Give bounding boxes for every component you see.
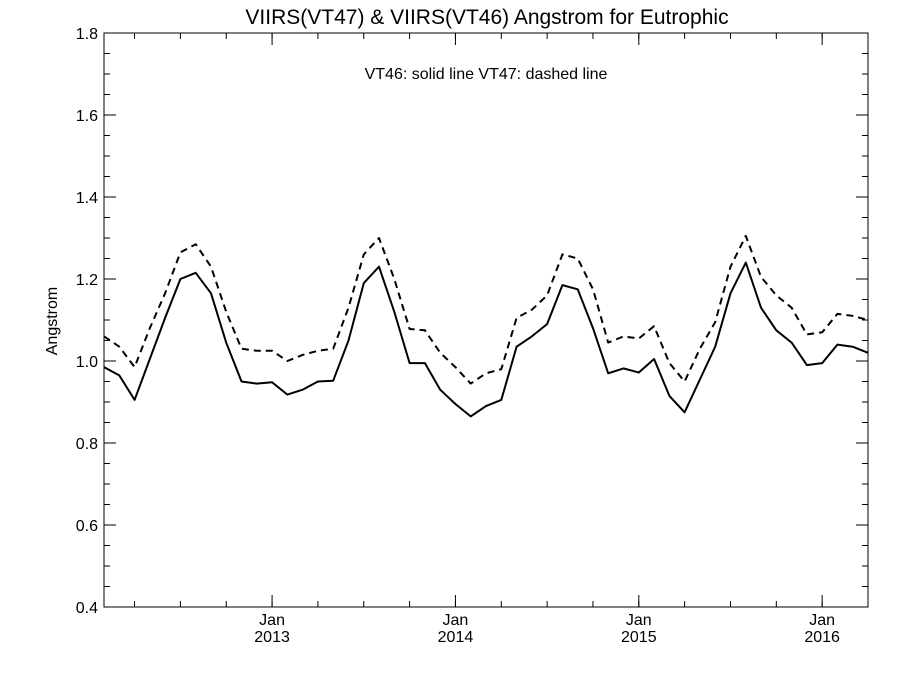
y-tick-label: 0.8 [76,436,98,453]
y-tick-label: 1.2 [76,272,98,289]
x-tick-label-year: 2016 [804,629,840,646]
y-tick-label: 1.4 [76,190,98,207]
legend-annotation: VT46: solid line VT47: dashed line [365,66,608,83]
y-tick-label: 1.6 [76,108,98,125]
x-tick-label-year: 2014 [438,629,474,646]
series-line-vt47 [103,234,869,385]
series-lines [103,234,869,418]
x-tick-label-month: Jan [443,612,469,629]
x-tick-label-year: 2013 [254,629,290,646]
chart-title: VIIRS(VT47) & VIIRS(VT46) Angstrom for E… [245,6,728,29]
y-axis-label: Angstrom [44,287,61,355]
x-tick-label-year: 2015 [621,629,657,646]
x-tick-label-month: Jan [809,612,835,629]
y-tick-label: 1.8 [76,26,98,43]
series-line-vt46 [103,261,869,418]
y-tick-label: 1.0 [76,354,98,371]
axis-ticks: 0.40.60.81.01.21.41.61.8Jan2013Jan2014Ja… [76,26,869,646]
x-tick-label-month: Jan [626,612,652,629]
y-tick-label: 0.4 [76,600,98,617]
x-tick-label-month: Jan [259,612,285,629]
y-tick-label: 0.6 [76,518,98,535]
